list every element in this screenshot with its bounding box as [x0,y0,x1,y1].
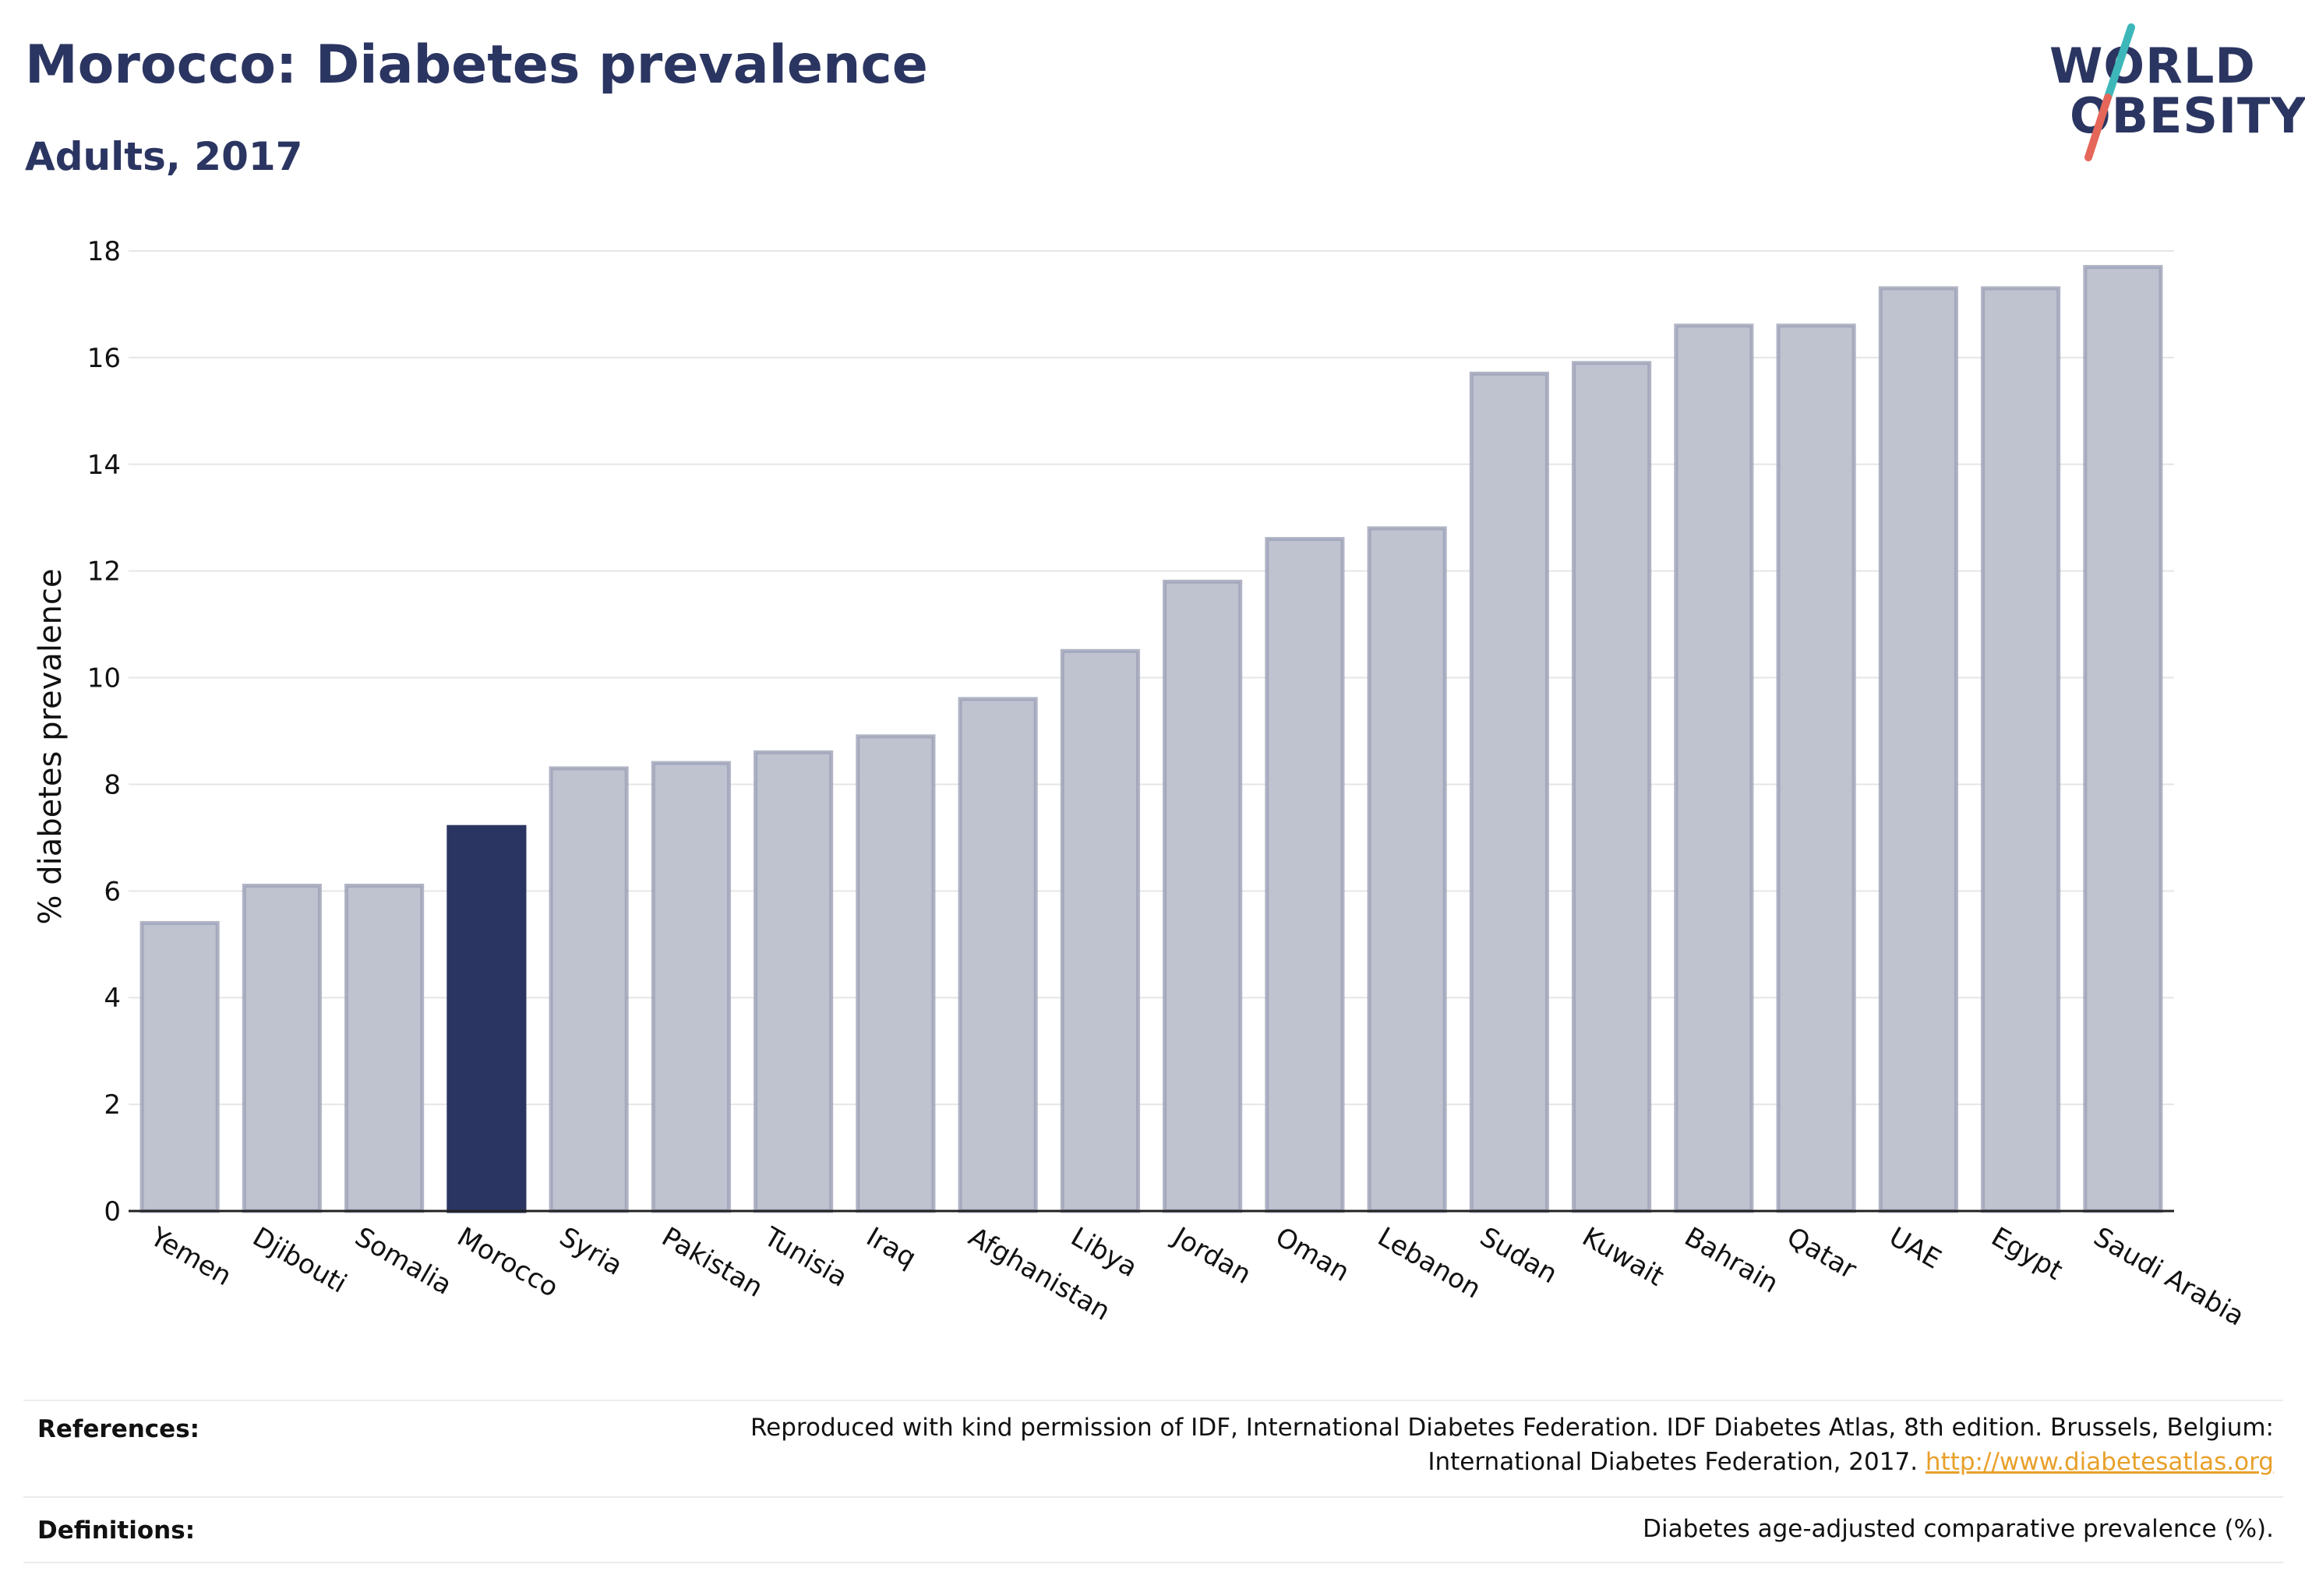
x-tick-label: Libya [1065,1221,1142,1284]
references-text-line-2-body: International Diabetes Federation, 2017. [1428,1448,1918,1476]
definitions-text: Diabetes age-adjusted comparative preval… [1643,1515,2274,1543]
x-tick-label: Kuwait [1577,1221,1669,1292]
y-tick-label: 18 [87,236,121,267]
x-tick-label: Bahrain [1679,1221,1784,1299]
bar [242,883,322,1213]
grid-lines [129,250,2174,1106]
x-tick-label: Lebanon [1372,1221,1486,1305]
bar [1776,323,1856,1213]
y-tick-label: 4 [104,983,121,1014]
references-text-line-2: International Diabetes Federation, 2017.… [750,1445,2274,1479]
x-tick-label: Iraq [861,1221,922,1274]
bar [1674,323,1754,1213]
bar [139,920,220,1213]
world-obesity-logo: WORLD OBESITY [2034,23,2305,164]
bar [1265,537,1345,1213]
x-tick-label: Morocco [452,1221,563,1304]
bar [651,761,731,1213]
references-link[interactable]: http://www.diabetesatlas.org [1925,1448,2274,1476]
x-tick-label: Syria [554,1221,627,1282]
x-tick-label: Egypt [1986,1221,2068,1287]
y-tick-label: 16 [87,343,121,374]
footer-divider-top [23,1400,2283,1401]
x-tick-label: Sudan [1474,1221,1562,1290]
references-label: References: [37,1415,200,1443]
logo-slash-icon [2084,23,2135,161]
footer-divider-bottom [23,1562,2283,1563]
x-tick-label: Somalia [350,1221,457,1301]
bar [2083,265,2163,1213]
logo-line-1: WORLD [2049,37,2256,94]
bar [754,750,834,1213]
x-tick-label: Jordan [1167,1220,1256,1291]
bar [1469,371,1549,1213]
references-text-line-1: Reproduced with kind permission of IDF, … [750,1414,2274,1442]
x-tick-label: Qatar [1781,1221,1862,1286]
bar [958,697,1038,1213]
y-tick-label: 6 [104,876,121,907]
y-axis-title: % diabetes prevalence [33,568,69,924]
x-tick-label: Oman [1270,1221,1355,1288]
x-tick-label: Pakistan [656,1221,768,1304]
bar [856,734,936,1213]
bar [1572,361,1652,1213]
bar [344,883,425,1213]
bar [1981,286,2061,1213]
bar [1878,286,1958,1213]
x-tick-label: Tunisia [758,1221,852,1294]
x-tick-label: Djibouti [247,1221,351,1300]
x-tick-label: Yemen [144,1221,237,1293]
y-tick-label: 0 [104,1196,121,1227]
bar-chart: 0 2 4 6 8 10 12 14 16 18 Yemen DjiboutiSomaliaMoroc… [33,236,2250,1333]
bar [1163,579,1243,1213]
y-tick-label: 2 [104,1089,121,1121]
bars [139,265,2163,1213]
bar [1367,526,1447,1213]
x-tick-label: Saudi Arabia [2088,1221,2250,1333]
y-tick-label: 10 [87,663,121,694]
y-tick-label: 8 [104,769,121,800]
bar [447,824,527,1213]
bar [549,766,629,1213]
footer-divider-middle [23,1496,2283,1498]
page-title: Morocco: Diabetes prevalence [25,34,928,96]
references-text: Reproduced with kind permission of IDF, … [750,1411,2274,1479]
y-tick-label: 14 [87,450,121,481]
y-tick-label: 12 [87,556,121,588]
bar [1060,648,1140,1213]
x-tick-label: UAE [1883,1221,1946,1275]
definitions-label: Definitions: [37,1517,196,1545]
page-subtitle: Adults, 2017 [25,134,303,179]
